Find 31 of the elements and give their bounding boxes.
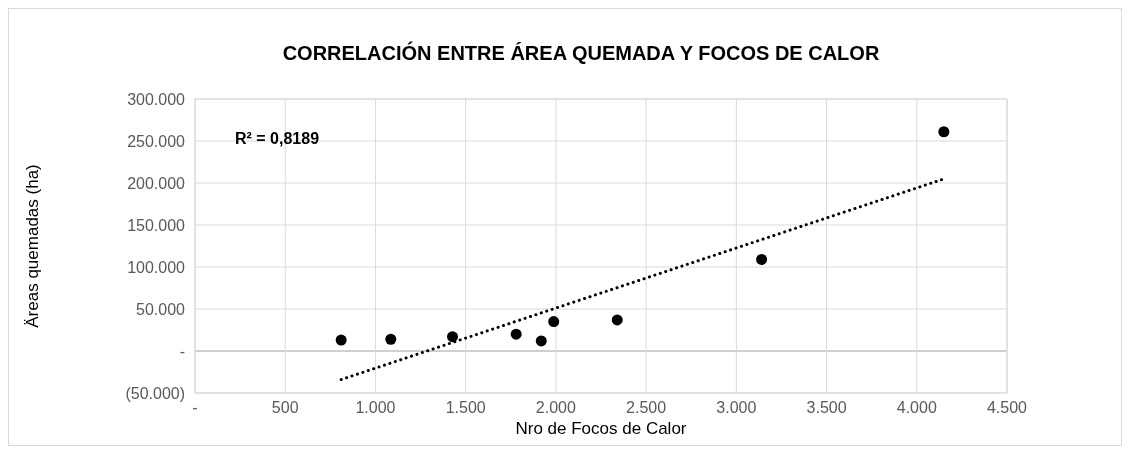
point xyxy=(938,126,950,138)
x-axis-title: Nro de Focos de Calor xyxy=(515,419,687,438)
y-tick-label: 200.000 xyxy=(127,174,186,192)
y-tick-label: - xyxy=(179,342,185,360)
annotation: R² = 0,8189 xyxy=(235,130,320,147)
point xyxy=(756,253,768,265)
x-tick-label: - xyxy=(192,399,198,417)
point xyxy=(335,334,347,346)
point xyxy=(548,316,560,328)
x-tick-label: 1.000 xyxy=(355,399,396,417)
point xyxy=(385,333,397,345)
x-tick-label: 4.000 xyxy=(896,399,937,417)
x-tick-label: 2.000 xyxy=(535,399,577,417)
y-tick-label: 50.000 xyxy=(136,300,186,318)
y-axis-title: Äreas quemadas (ha) xyxy=(23,164,42,328)
x-tick-label: 1.500 xyxy=(445,399,486,417)
x-tick-label: 3.000 xyxy=(716,399,757,417)
x-tick-label: 3.500 xyxy=(806,399,847,417)
y-tick-label: (50.000) xyxy=(125,384,185,402)
y-tick-label: 100.000 xyxy=(127,258,186,276)
x-tick-label: 500 xyxy=(271,399,299,417)
x-tick-label: 4.500 xyxy=(986,399,1028,417)
point xyxy=(446,331,458,343)
y-tick-label: 300.000 xyxy=(127,90,186,108)
y-tick-label: 150.000 xyxy=(127,216,186,234)
chart-title: CORRELACIÓN ENTRE ÁREA QUEMADA Y FOCOS DE CALOR xyxy=(282,41,880,64)
y-tick-label: 250.000 xyxy=(127,132,186,150)
point xyxy=(535,335,547,347)
point xyxy=(611,314,623,326)
x-tick-label: 2.500 xyxy=(626,399,667,417)
point xyxy=(510,328,522,340)
